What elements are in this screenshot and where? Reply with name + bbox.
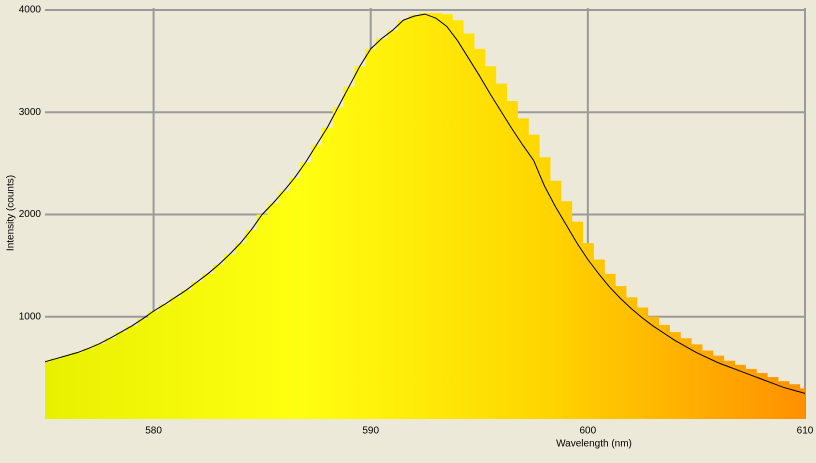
- spectrum-bar: [159, 304, 171, 419]
- spectrum-bar: [332, 107, 345, 419]
- spectrum-bar: [267, 203, 280, 419]
- y-tick-label: 3000: [19, 107, 42, 118]
- y-tick-label: 2000: [19, 209, 42, 220]
- spectrum-bar: [701, 350, 714, 419]
- spectrum-bar: [767, 377, 779, 419]
- spectrum-bar: [734, 364, 746, 419]
- spectrum-bar: [397, 20, 410, 419]
- spectrum-bar: [311, 144, 323, 419]
- spectrum-bar: [495, 83, 508, 419]
- spectrum-bar: [50, 358, 62, 419]
- spectrum-bar: [83, 348, 95, 419]
- spectrum-bar: [463, 33, 475, 419]
- y-tick-label: 4000: [19, 5, 42, 16]
- spectrum-bar: [539, 157, 551, 419]
- spectrum-bar: [528, 134, 540, 419]
- spectrum-bar: [680, 338, 692, 419]
- spectrum-bar: [593, 259, 605, 419]
- spectrum-bar: [202, 273, 214, 419]
- x-tick-label: 600: [580, 426, 597, 437]
- spectrum-bar: [571, 221, 584, 419]
- x-tick-label: 580: [145, 426, 162, 437]
- spectrum-bar: [45, 361, 52, 419]
- x-axis-label: Wavelength (nm): [556, 439, 632, 450]
- spectrum-bar: [517, 118, 529, 419]
- spectrum-bar: [506, 101, 518, 419]
- spectrum-bar: [636, 307, 649, 419]
- spectrum-bar: [788, 384, 801, 419]
- spectrum-bar: [452, 20, 464, 419]
- spectrum-bar: [625, 297, 638, 419]
- spectrum-bar: [354, 66, 366, 419]
- spectrum-bar: [365, 48, 377, 419]
- spectrum-bar: [169, 297, 182, 419]
- marks: [45, 13, 805, 419]
- spectrum-bar: [560, 201, 573, 419]
- spectrum-bar: [93, 343, 106, 419]
- spectrum-bar: [148, 311, 160, 419]
- spectrum-bar: [473, 48, 486, 419]
- spectrum-bar: [799, 388, 805, 419]
- spectrum-bar: [691, 344, 703, 419]
- spectrum-bar: [712, 355, 725, 419]
- spectrum-bar: [235, 243, 247, 419]
- spectrum-bar: [549, 180, 562, 419]
- x-tick-label: 590: [362, 426, 379, 437]
- spectrum-bar: [126, 325, 138, 419]
- spectrum-bar: [745, 368, 757, 419]
- spectrum-bar: [723, 360, 736, 419]
- spectrum-bar: [104, 338, 117, 419]
- spectrum-bar: [615, 286, 627, 419]
- spectrum-bar: [376, 38, 388, 419]
- spectrum-bar: [387, 30, 399, 419]
- spectrum-bar: [408, 15, 421, 419]
- spectrum-bar: [647, 316, 660, 419]
- spectrum-bar: [756, 372, 768, 419]
- spectrum-bar: [604, 273, 616, 419]
- x-tick-label: 610: [797, 426, 814, 437]
- spectrum-bar: [72, 352, 84, 419]
- spectrum-bar: [777, 381, 790, 419]
- spectrum-bar: [61, 355, 73, 419]
- spectrum-bar: [115, 332, 128, 419]
- spectrum-bar: [224, 254, 236, 419]
- spectrum-bar: [289, 177, 301, 419]
- spectrum-bar: [213, 264, 225, 419]
- spectrum-bar: [180, 290, 193, 419]
- spectrum-bar: [191, 281, 204, 419]
- spectrum-bar: [278, 190, 290, 419]
- spectrum-bar: [484, 66, 497, 419]
- spectrum-bar: [441, 14, 453, 419]
- spectrum-bar: [430, 13, 442, 419]
- spectrum-bar: [300, 162, 312, 419]
- spectrum-bar: [343, 86, 356, 419]
- spectrum-bar: [582, 243, 594, 419]
- spectrum-bar: [256, 214, 269, 419]
- spectrum-bar: [669, 332, 681, 419]
- spectrum-bar: [137, 318, 149, 419]
- spectrum-bar: [658, 324, 670, 419]
- spectrum-line: [45, 13, 805, 394]
- y-tick-label: 1000: [19, 311, 42, 322]
- spectrum-bar: [321, 127, 334, 419]
- spectrum-bar: [419, 13, 432, 419]
- y-axis-label: Intensity (counts): [6, 175, 17, 251]
- spectrum-bar: [245, 229, 258, 419]
